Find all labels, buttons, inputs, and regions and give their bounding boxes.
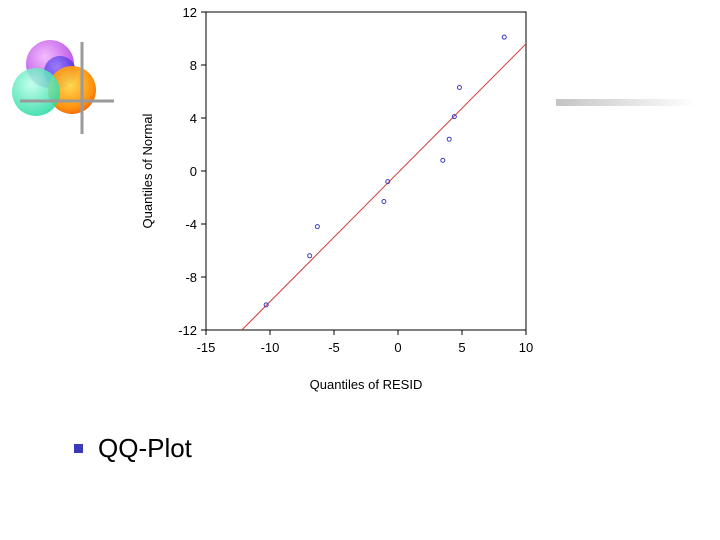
y-tick-label: -4 bbox=[185, 217, 197, 232]
y-tick-label: 12 bbox=[183, 5, 197, 20]
x-tick-label: 10 bbox=[519, 340, 533, 355]
bullet-text: QQ-Plot bbox=[98, 432, 192, 463]
y-axis-label: Quantiles of Normal bbox=[140, 113, 155, 228]
qq-plot-chart: -15 -10 -5 0 5 10 -12 -8 -4 0 4 8 12 Quantiles of R… bbox=[140, 5, 533, 392]
plot-frame bbox=[205, 11, 527, 331]
data-point bbox=[263, 302, 269, 308]
x-tick-label: -5 bbox=[328, 340, 340, 355]
data-point bbox=[381, 198, 387, 204]
x-axis: -15 -10 -5 0 5 10 bbox=[197, 330, 533, 355]
x-tick-label: -10 bbox=[261, 340, 280, 355]
data-point bbox=[307, 253, 313, 259]
y-tick-label: -8 bbox=[185, 270, 197, 285]
y-axis: -12 -8 -4 0 4 8 12 bbox=[178, 5, 206, 338]
reference-line bbox=[241, 43, 526, 330]
data-point bbox=[456, 85, 462, 91]
x-tick-label: -15 bbox=[197, 340, 216, 355]
data-point bbox=[451, 114, 457, 120]
data-point bbox=[385, 179, 391, 185]
overlapping-circles-logo-icon bbox=[12, 40, 114, 134]
data-point bbox=[501, 34, 507, 40]
decorative-gradient-bar bbox=[556, 99, 696, 106]
y-tick-label: -12 bbox=[178, 323, 197, 338]
y-tick-label: 8 bbox=[190, 58, 197, 73]
x-tick-label: 5 bbox=[458, 340, 465, 355]
data-points bbox=[263, 34, 507, 308]
bullet-item: QQ-Plot bbox=[74, 433, 192, 463]
logo-teal-circle bbox=[12, 68, 60, 116]
data-point bbox=[440, 157, 446, 163]
x-axis-label: Quantiles of RESID bbox=[310, 377, 423, 392]
data-point bbox=[446, 136, 452, 142]
bullet-square-icon bbox=[74, 443, 83, 453]
y-tick-label: 0 bbox=[190, 164, 197, 179]
y-tick-label: 4 bbox=[190, 111, 197, 126]
data-point bbox=[314, 224, 320, 230]
x-tick-label: 0 bbox=[394, 340, 401, 355]
